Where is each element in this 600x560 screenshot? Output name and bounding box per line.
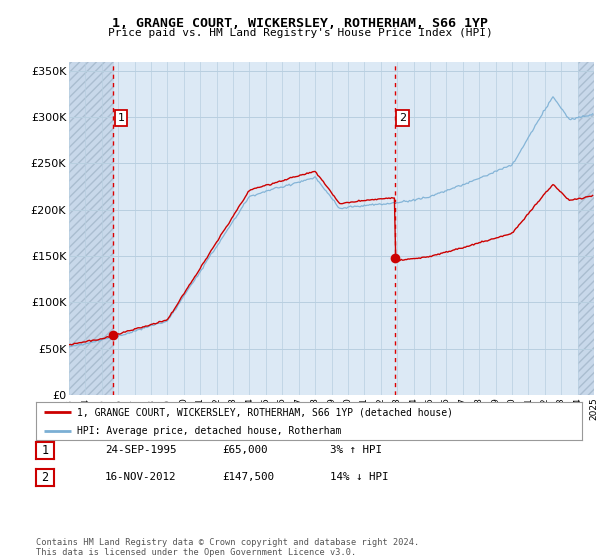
Text: 16-NOV-2012: 16-NOV-2012 [105, 472, 176, 482]
Text: £147,500: £147,500 [222, 472, 274, 482]
Bar [69, 62, 114, 395]
Text: 1: 1 [118, 113, 125, 123]
Text: 3% ↑ HPI: 3% ↑ HPI [330, 445, 382, 455]
Text: Contains HM Land Registry data © Crown copyright and database right 2024.
This d: Contains HM Land Registry data © Crown c… [36, 538, 419, 557]
Text: HPI: Average price, detached house, Rotherham: HPI: Average price, detached house, Roth… [77, 426, 341, 436]
Text: 14% ↓ HPI: 14% ↓ HPI [330, 472, 389, 482]
Text: 2: 2 [399, 113, 406, 123]
Text: 1: 1 [41, 444, 49, 457]
Text: 2: 2 [41, 470, 49, 484]
Bar [578, 62, 594, 395]
Text: 24-SEP-1995: 24-SEP-1995 [105, 445, 176, 455]
Text: 1, GRANGE COURT, WICKERSLEY, ROTHERHAM, S66 1YP (detached house): 1, GRANGE COURT, WICKERSLEY, ROTHERHAM, … [77, 407, 453, 417]
Text: 1, GRANGE COURT, WICKERSLEY, ROTHERHAM, S66 1YP: 1, GRANGE COURT, WICKERSLEY, ROTHERHAM, … [112, 17, 488, 30]
Text: £65,000: £65,000 [222, 445, 268, 455]
Text: Price paid vs. HM Land Registry's House Price Index (HPI): Price paid vs. HM Land Registry's House … [107, 28, 493, 38]
